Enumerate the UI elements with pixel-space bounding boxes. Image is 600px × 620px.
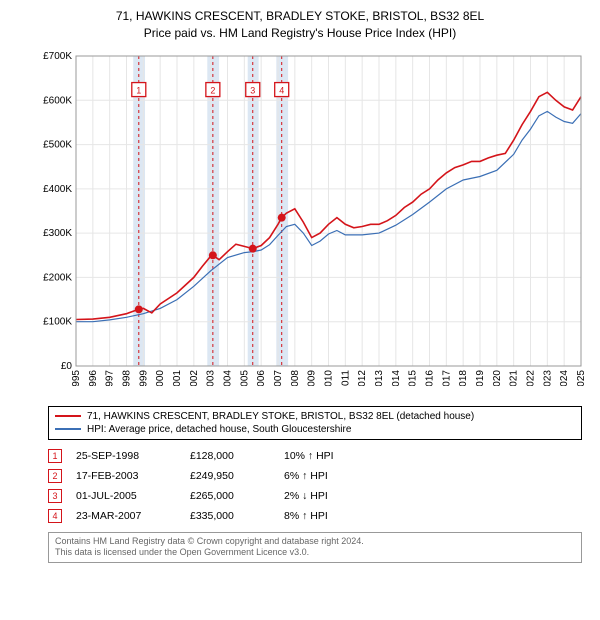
legend: 71, HAWKINS CRESCENT, BRADLEY STOKE, BRI… [48, 406, 582, 440]
sale-row: 1 25-SEP-1998 £128,000 10% ↑ HPI [48, 446, 582, 466]
sale-date: 01-JUL-2005 [76, 490, 176, 502]
chart-container: 71, HAWKINS CRESCENT, BRADLEY STOKE, BRI… [0, 0, 600, 620]
sale-date: 23-MAR-2007 [76, 510, 176, 522]
svg-text:2016: 2016 [425, 369, 436, 385]
svg-text:2005: 2005 [239, 369, 250, 385]
svg-text:2022: 2022 [526, 369, 537, 385]
sale-marker-icon: 1 [48, 449, 62, 463]
svg-text:1997: 1997 [105, 369, 116, 385]
sale-date: 17-FEB-2003 [76, 470, 176, 482]
svg-text:2: 2 [210, 85, 215, 95]
attribution-line1: Contains HM Land Registry data © Crown c… [55, 536, 575, 548]
svg-text:3: 3 [250, 85, 255, 95]
svg-text:1: 1 [136, 85, 141, 95]
sale-row: 2 17-FEB-2003 £249,950 6% ↑ HPI [48, 466, 582, 486]
svg-text:2014: 2014 [391, 369, 402, 385]
legend-label-red: 71, HAWKINS CRESCENT, BRADLEY STOKE, BRI… [87, 411, 474, 422]
svg-text:2021: 2021 [509, 369, 520, 385]
chart-svg: 1234£0£100K£200K£300K£400K£500K£600K£700… [28, 46, 588, 386]
svg-text:2012: 2012 [357, 369, 368, 385]
sale-row: 4 23-MAR-2007 £335,000 8% ↑ HPI [48, 506, 582, 526]
svg-text:2001: 2001 [172, 369, 183, 385]
legend-label-blue: HPI: Average price, detached house, Sout… [87, 424, 351, 435]
legend-swatch-blue [55, 428, 81, 430]
svg-text:2008: 2008 [290, 369, 301, 385]
svg-text:£600K: £600K [43, 95, 72, 106]
svg-text:2011: 2011 [340, 369, 351, 385]
attribution-line2: This data is licensed under the Open Gov… [55, 547, 575, 559]
svg-text:2009: 2009 [307, 369, 318, 385]
svg-text:1995: 1995 [71, 369, 82, 385]
sale-marker-icon: 2 [48, 469, 62, 483]
svg-text:2017: 2017 [441, 369, 452, 385]
svg-text:2002: 2002 [189, 369, 200, 385]
svg-text:2013: 2013 [374, 369, 385, 385]
svg-text:4: 4 [279, 85, 284, 95]
sale-price: £265,000 [190, 490, 270, 502]
svg-text:1999: 1999 [138, 369, 149, 385]
plot-area: 1234£0£100K£200K£300K£400K£500K£600K£700… [28, 46, 588, 386]
svg-text:£500K: £500K [43, 139, 72, 150]
svg-text:2010: 2010 [324, 369, 335, 385]
title-address: 71, HAWKINS CRESCENT, BRADLEY STOKE, BRI… [10, 8, 590, 25]
sale-price: £335,000 [190, 510, 270, 522]
svg-text:2025: 2025 [576, 369, 587, 385]
svg-text:2015: 2015 [408, 369, 419, 385]
svg-text:2006: 2006 [256, 369, 267, 385]
sale-hpi: 10% ↑ HPI [284, 450, 364, 462]
title-subtitle: Price paid vs. HM Land Registry's House … [10, 25, 590, 42]
legend-swatch-red [55, 415, 81, 417]
svg-text:£100K: £100K [43, 316, 72, 327]
sale-date: 25-SEP-1998 [76, 450, 176, 462]
svg-text:2004: 2004 [223, 369, 234, 385]
svg-text:2019: 2019 [475, 369, 486, 385]
svg-text:2007: 2007 [273, 369, 284, 385]
svg-text:£400K: £400K [43, 183, 72, 194]
attribution: Contains HM Land Registry data © Crown c… [48, 532, 582, 563]
svg-text:1996: 1996 [88, 369, 99, 385]
sale-row: 3 01-JUL-2005 £265,000 2% ↓ HPI [48, 486, 582, 506]
legend-row-blue: HPI: Average price, detached house, Sout… [55, 423, 575, 436]
sale-marker-icon: 4 [48, 509, 62, 523]
svg-text:2018: 2018 [458, 369, 469, 385]
svg-text:2024: 2024 [559, 369, 570, 385]
svg-text:£700K: £700K [43, 51, 72, 62]
sale-hpi: 6% ↑ HPI [284, 470, 364, 482]
svg-text:2020: 2020 [492, 369, 503, 385]
svg-text:£300K: £300K [43, 228, 72, 239]
sale-price: £128,000 [190, 450, 270, 462]
svg-text:2003: 2003 [206, 369, 217, 385]
svg-text:2000: 2000 [155, 369, 166, 385]
svg-text:£200K: £200K [43, 272, 72, 283]
sale-hpi: 2% ↓ HPI [284, 490, 364, 502]
sale-hpi: 8% ↑ HPI [284, 510, 364, 522]
sale-price: £249,950 [190, 470, 270, 482]
sale-marker-icon: 3 [48, 489, 62, 503]
legend-row-red: 71, HAWKINS CRESCENT, BRADLEY STOKE, BRI… [55, 410, 575, 423]
sales-table: 1 25-SEP-1998 £128,000 10% ↑ HPI 2 17-FEB-200… [48, 446, 582, 526]
svg-text:2023: 2023 [542, 369, 553, 385]
svg-text:1998: 1998 [122, 369, 133, 385]
